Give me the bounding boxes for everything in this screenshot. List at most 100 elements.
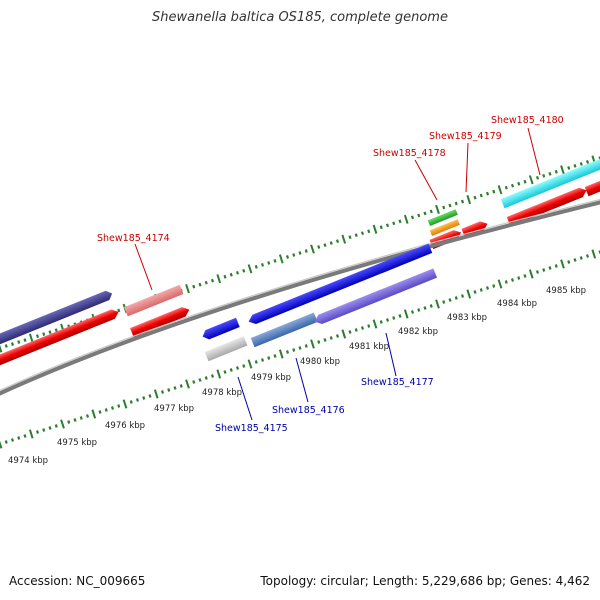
minor-tick <box>454 296 458 300</box>
minor-tick <box>42 428 46 432</box>
major-tick <box>497 279 503 289</box>
minor-tick <box>73 418 77 422</box>
minor-tick <box>535 270 540 274</box>
genome-backbone <box>0 200 600 396</box>
minor-tick <box>317 340 321 344</box>
genome-summary-text: Topology: circular; Length: 5,229,686 bp… <box>260 574 590 588</box>
minor-tick <box>192 284 196 289</box>
minor-tick <box>410 215 415 220</box>
minor-tick <box>429 304 433 308</box>
minor-tick <box>98 410 102 414</box>
major-tick <box>247 264 253 274</box>
gene-shew185-4178[interactable] <box>429 219 460 236</box>
minor-tick <box>148 394 152 398</box>
minor-tick <box>17 436 21 440</box>
scale-label: 4982 kbp <box>398 327 438 337</box>
minor-tick <box>54 328 58 333</box>
minor-tick <box>429 209 433 214</box>
scale-label: 4978 kbp <box>202 388 242 398</box>
minor-tick <box>448 203 452 208</box>
minor-tick <box>335 239 340 244</box>
minor-tick <box>585 160 590 164</box>
major-tick <box>278 349 284 359</box>
minor-tick <box>460 199 465 204</box>
major-tick <box>435 299 440 309</box>
major-tick <box>28 333 34 343</box>
minor-tick <box>242 268 246 273</box>
minor-tick <box>385 223 390 228</box>
gene-blue-reverse-small[interactable] <box>201 317 240 342</box>
minor-tick <box>510 278 515 282</box>
gene-red-forward-edge[interactable] <box>584 175 600 197</box>
label-shew185-4178[interactable]: Shew185_4178 <box>373 148 446 159</box>
minor-tick <box>23 338 27 342</box>
major-tick <box>310 339 315 349</box>
gene-shew185-4176[interactable] <box>250 312 318 348</box>
minor-tick <box>292 348 296 352</box>
scale-label: 4975 kbp <box>57 438 97 448</box>
reverse-gene-labels: Shew185_4175 Shew185_4176 Shew185_4177 <box>215 332 434 434</box>
major-tick <box>466 195 472 205</box>
minor-tick <box>573 164 577 168</box>
gene-shew185-4179[interactable] <box>427 209 458 226</box>
major-tick <box>341 234 347 244</box>
gene-shew185-4180[interactable] <box>500 157 600 209</box>
minor-tick <box>573 258 577 262</box>
major-tick <box>560 165 565 175</box>
minor-tick <box>548 266 552 270</box>
minor-tick <box>160 390 165 394</box>
major-tick <box>560 259 565 269</box>
major-tick <box>216 274 222 284</box>
minor-tick <box>304 344 308 348</box>
minor-tick <box>448 298 452 302</box>
minor-tick <box>379 225 383 230</box>
gene-red-forward-right[interactable] <box>506 186 589 227</box>
minor-tick <box>410 310 415 314</box>
gene-navy-forward[interactable] <box>0 289 114 346</box>
gene-red-forward-small-2[interactable] <box>461 219 490 239</box>
gene-shew185-4174[interactable] <box>124 284 184 317</box>
minor-tick <box>585 254 590 258</box>
label-shew185-4179[interactable]: Shew185_4179 <box>429 131 502 142</box>
minor-tick <box>298 346 302 350</box>
minor-tick <box>367 229 371 234</box>
minor-tick <box>204 376 208 380</box>
major-tick <box>591 249 597 259</box>
gene-red-forward-left[interactable] <box>0 307 120 367</box>
minor-tick <box>267 261 271 265</box>
major-tick <box>278 254 284 264</box>
gene-blue-reverse-long[interactable] <box>247 243 433 327</box>
minor-tick <box>567 166 571 170</box>
label-shew185-4174[interactable]: Shew185_4174 <box>97 233 170 244</box>
minor-tick <box>23 434 27 438</box>
label-shew185-4180[interactable]: Shew185_4180 <box>491 115 564 126</box>
minor-tick <box>229 272 233 277</box>
minor-tick <box>260 358 265 362</box>
minor-tick <box>229 368 233 372</box>
minor-tick <box>323 338 327 342</box>
gene-shew185-4177[interactable] <box>313 268 438 326</box>
minor-tick <box>479 193 483 198</box>
minor-tick <box>260 262 265 267</box>
minor-tick <box>510 183 515 188</box>
label-shew185-4177[interactable]: Shew185_4177 <box>361 377 434 388</box>
minor-tick <box>579 256 583 260</box>
minor-tick <box>223 274 227 279</box>
label-shew185-4176[interactable]: Shew185_4176 <box>272 405 345 416</box>
minor-tick <box>292 253 296 257</box>
label-shew185-4175[interactable]: Shew185_4175 <box>215 423 288 434</box>
minor-tick <box>473 195 477 200</box>
minor-tick <box>273 354 277 358</box>
minor-tick <box>523 274 527 278</box>
major-tick <box>372 224 378 234</box>
gene-red-forward-mid[interactable] <box>130 305 191 338</box>
minor-tick <box>35 430 40 434</box>
inner-tick-ring <box>0 249 600 449</box>
gene-shew185-4175[interactable] <box>204 336 248 362</box>
minor-tick <box>117 308 121 313</box>
major-tick <box>341 329 347 339</box>
major-tick <box>122 399 128 409</box>
major-tick <box>403 309 409 319</box>
minor-tick <box>442 205 446 210</box>
